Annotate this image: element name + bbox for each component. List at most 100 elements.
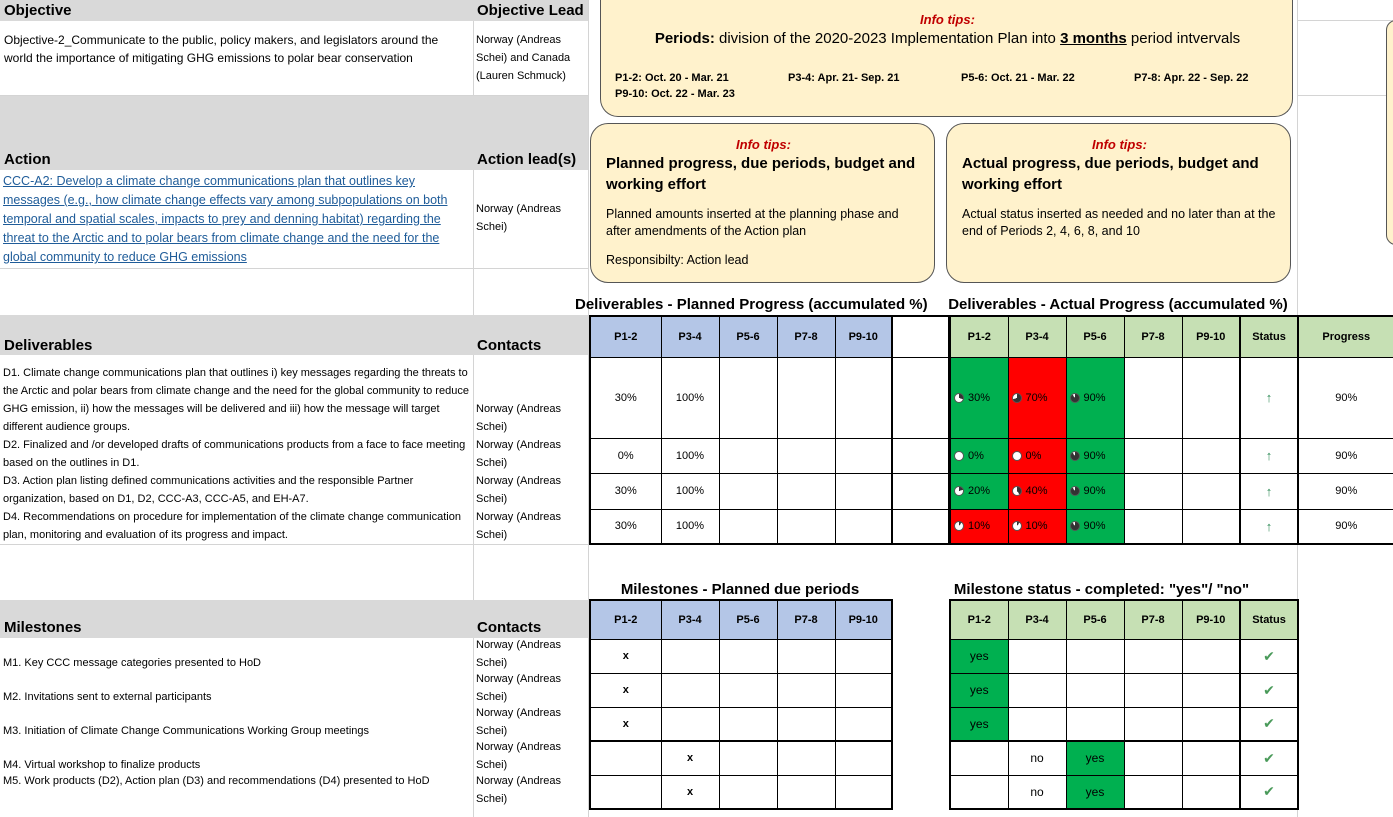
actual-cell [1123, 356, 1183, 439]
actual-value: 10% [968, 520, 991, 533]
deliverables-planned-title: Deliverables - Planned Progress (accumul… [575, 296, 928, 313]
actual-value: 90% [1083, 449, 1106, 462]
period-p910: P9-10: Oct. 22 - Mar. 23 [615, 88, 735, 100]
gridline [473, 0, 474, 817]
deliverable-text: D3. Action plan listing defined communic… [3, 475, 414, 505]
progress-cell: 90% [1297, 472, 1393, 510]
milestone-status-cell [1123, 638, 1183, 674]
spacer-cell [891, 356, 949, 439]
milestone-status-cell [1123, 706, 1183, 742]
actual-cell: 10% [1007, 508, 1067, 545]
milestone-planned-cell [776, 638, 836, 674]
status-cell: ↑ [1239, 437, 1299, 474]
progress-pie-icon [1069, 392, 1080, 403]
actual-value: 90% [1083, 391, 1106, 404]
period-header: P3-4 [1007, 315, 1067, 358]
objective-lead-header: Objective Lead [477, 2, 584, 19]
info-tip-label: Info tips: [920, 12, 975, 27]
planned-cell [776, 472, 836, 510]
spacer-cell [891, 472, 949, 510]
actual-cell: 10% [949, 508, 1009, 545]
planned-cell: 0% [589, 437, 662, 474]
milestones-planned-table: P1-2 P3-4 P5-6 P7-8 P9-10 x x x x x [589, 599, 893, 810]
status-header: Status [1239, 599, 1299, 640]
progress-pie-icon [954, 486, 964, 496]
milestone-status-cell [1065, 706, 1125, 742]
progress-pie-icon [954, 521, 964, 532]
info-tip-label: Info tips: [1092, 137, 1147, 152]
milestones-status-title: Milestone status - completed: "yes"/ "no… [953, 581, 1250, 598]
planned-cell [776, 356, 836, 439]
milestone-status-cell [1181, 740, 1241, 776]
offscreen-callout-edge [1386, 20, 1393, 245]
status-cell: ✔ [1239, 740, 1299, 776]
status-cell: ✔ [1239, 672, 1299, 708]
status-cell: ↑ [1239, 356, 1299, 439]
milestone-status-cell [1181, 672, 1241, 708]
progress-pie-icon [1011, 392, 1022, 403]
milestone-status-cell [1007, 638, 1067, 674]
actual-value: 10% [1025, 520, 1048, 533]
planned-cell: 100% [660, 472, 720, 510]
milestone-status-cell [1181, 638, 1241, 674]
period-header: P5-6 [718, 599, 778, 640]
progress-pie-icon [1069, 450, 1080, 461]
milestone-planned-cell [718, 774, 778, 810]
milestone-planned-cell: x [589, 638, 662, 674]
deliverable-contact: Norway (Andreas Schei) [476, 475, 561, 505]
milestone-planned-cell: x [660, 740, 720, 776]
progress-cell: 90% [1297, 437, 1393, 474]
info-tip-label: Info tips: [736, 137, 791, 152]
planned-title: Planned progress, due periods, budget an… [606, 155, 916, 193]
actual-cell: 70% [1007, 356, 1067, 439]
period-header: P3-4 [1007, 599, 1067, 640]
period-header: P1-2 [589, 599, 662, 640]
milestone-planned-cell [834, 672, 893, 708]
period-header: P5-6 [1065, 599, 1125, 640]
progress-cell: 90% [1297, 508, 1393, 545]
planned-cell [718, 472, 778, 510]
period-header: P5-6 [1065, 315, 1125, 358]
period-header: P5-6 [718, 315, 778, 358]
actual-cell: 90% [1065, 472, 1125, 510]
planned-cell [834, 472, 893, 510]
milestone-planned-cell: x [589, 706, 662, 742]
actual-cell [1181, 472, 1241, 510]
period-p34: P3-4: Apr. 21- Sep. 21 [788, 72, 900, 84]
milestones-contacts-header: Contacts [477, 619, 542, 636]
actual-cell [1181, 437, 1241, 474]
period-header: P1-2 [949, 599, 1009, 640]
periods-title: Periods: division of the 2020-2023 Imple… [601, 30, 1294, 47]
planned-responsibility: Responsibilty: Action lead [606, 253, 749, 267]
progress-pie-icon [1011, 486, 1022, 496]
milestone-contact: Norway (Andreas Schei) [476, 707, 561, 737]
planned-cell: 100% [660, 356, 720, 439]
milestone-contact: Norway (Andreas Schei) [476, 775, 561, 805]
period-p12: P1-2: Oct. 20 - Mar. 21 [615, 72, 729, 84]
up-arrow-icon: ↑ [1265, 390, 1273, 405]
checkmark-icon: ✔ [1263, 783, 1275, 800]
actual-value: 30% [968, 391, 991, 404]
milestone-text: M2. Invitations sent to external partici… [3, 691, 212, 703]
status-cell: ✔ [1239, 774, 1299, 810]
gridline [0, 544, 588, 545]
progress-pie-icon [954, 450, 964, 461]
period-header: P1-2 [949, 315, 1009, 358]
progress-pie-icon [1011, 450, 1022, 461]
periods-title-text: division of the 2020-2023 Implementation… [714, 30, 1061, 47]
action-lead-header: Action lead(s) [477, 151, 577, 168]
action-link[interactable]: CCC-A2: Develop a climate change communi… [3, 174, 448, 264]
milestones-planned-title: Milestones - Planned due periods [620, 581, 860, 598]
actual-value: 0% [968, 449, 984, 462]
milestone-text: M4. Virtual workshop to finalize product… [3, 759, 201, 771]
planned-body: Planned amounts inserted at the planning… [606, 207, 899, 238]
info-actual-callout: Info tips: Actual progress, due periods,… [946, 123, 1291, 283]
info-planned-callout: Info tips: Planned progress, due periods… [590, 123, 935, 283]
planned-cell [776, 437, 836, 474]
up-arrow-icon: ↑ [1265, 518, 1273, 534]
period-header: P7-8 [1123, 599, 1183, 640]
checkmark-icon: ✔ [1263, 749, 1275, 766]
milestone-planned-cell [834, 774, 893, 810]
planned-cell: 100% [660, 508, 720, 545]
milestone-planned-cell [776, 706, 836, 742]
